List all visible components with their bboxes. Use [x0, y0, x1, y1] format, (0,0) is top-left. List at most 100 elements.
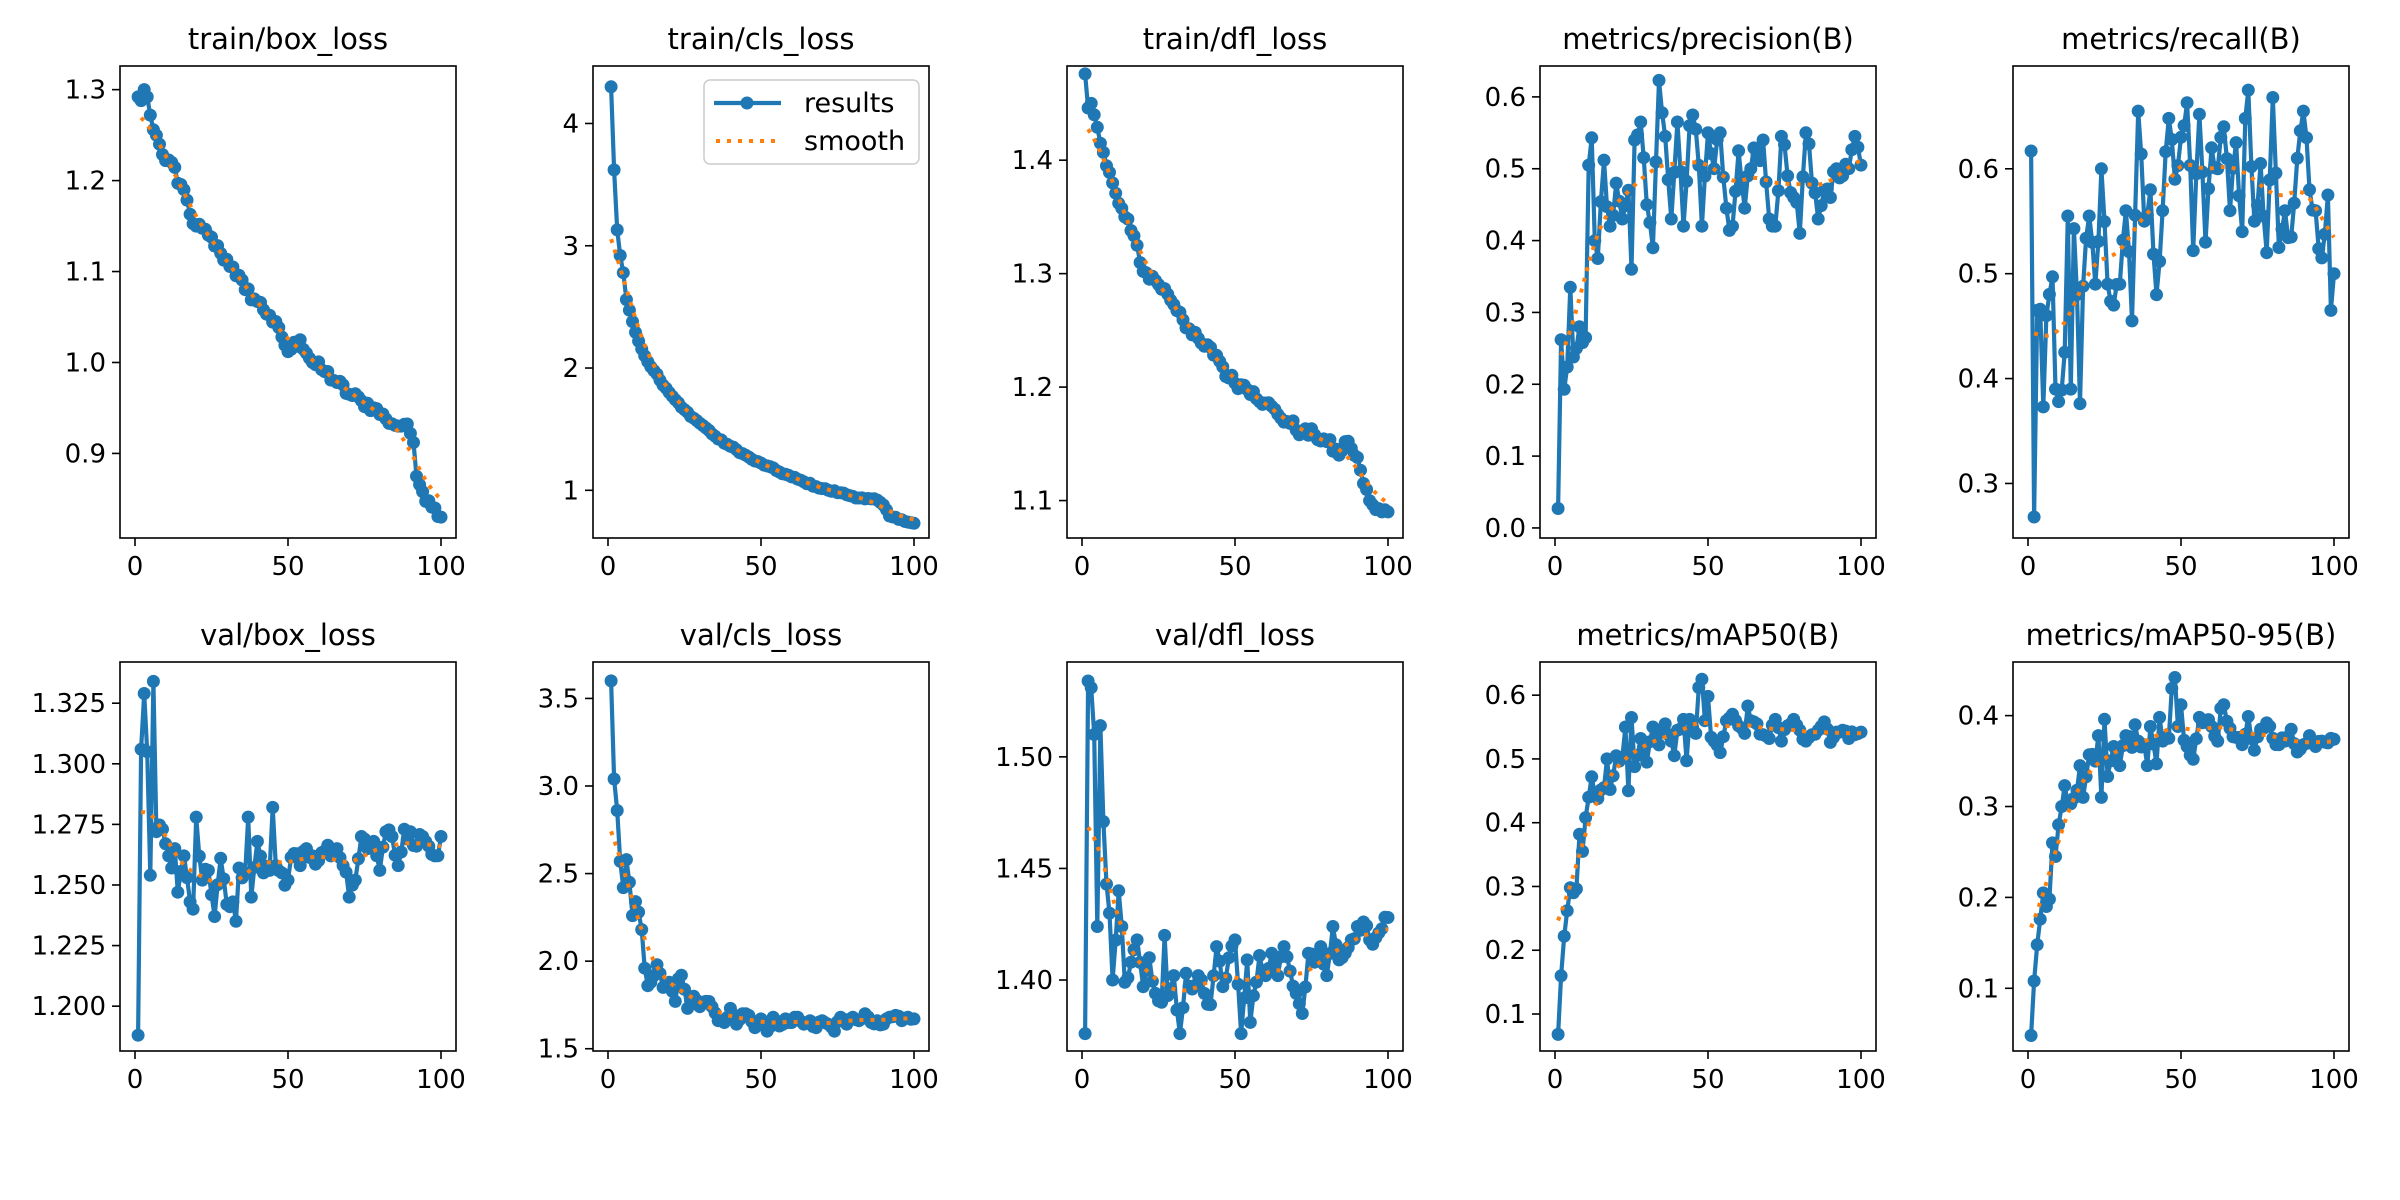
results-point: [146, 674, 160, 688]
results-point: [2046, 836, 2059, 850]
y-tick-label: 2.0: [538, 947, 579, 977]
results-point: [2318, 227, 2332, 241]
results-point: [1689, 726, 1703, 740]
x-tick-label: 50: [2164, 1065, 2197, 1095]
results-point: [1790, 195, 1804, 209]
legend-smooth-label: smooth: [804, 126, 905, 157]
y-tick-label: 0.6: [1958, 155, 1999, 185]
results-point: [1560, 360, 1574, 374]
y-tick-label: 0.1: [1958, 974, 1999, 1004]
results-point: [1106, 973, 1120, 987]
results-point: [2238, 111, 2252, 125]
results-point: [2143, 720, 2157, 733]
y-tick-label: 4: [562, 109, 579, 139]
smooth-line: [139, 116, 443, 501]
results-point: [1164, 982, 1178, 996]
results-point: [1253, 949, 1266, 962]
results-point: [205, 888, 218, 902]
results-point: [434, 510, 448, 524]
results-point: [632, 905, 646, 919]
results-point: [171, 885, 185, 899]
results-point: [1231, 977, 1245, 991]
results-point: [2235, 738, 2249, 752]
results-point: [2241, 710, 2255, 723]
smooth-line: [609, 830, 914, 1026]
results-point: [1087, 108, 1101, 122]
results-point: [2241, 83, 2255, 97]
results-point: [1726, 219, 1739, 233]
results-point: [2098, 712, 2111, 726]
x-tick-label: 0: [1074, 1065, 1091, 1095]
results-point: [1603, 219, 1617, 233]
results-point: [1848, 129, 1862, 143]
results-point: [1738, 201, 1752, 215]
results-point: [1628, 760, 1642, 774]
results-point: [201, 863, 215, 877]
results-point: [1292, 997, 1306, 1011]
results-point: [2189, 732, 2203, 746]
x-tick-label: 50: [2164, 552, 2197, 582]
results-point: [2254, 157, 2268, 170]
panel-metrics-precision-b-: metrics/precision(B) 0 50 100 0.0 0.1 0.2 0.3 0.…: [1485, 22, 1886, 582]
results-point: [2315, 251, 2329, 265]
results-point: [373, 863, 387, 877]
y-tick-label: 2: [562, 354, 579, 384]
y-tick-label: 1.200: [32, 992, 106, 1022]
results-point: [2168, 172, 2182, 186]
results-point: [1680, 754, 1694, 768]
results-point: [1658, 129, 1672, 143]
results-point: [1084, 681, 1098, 695]
results-point: [2150, 757, 2163, 771]
results-point: [177, 849, 191, 863]
results-point: [2064, 382, 2078, 396]
panel-title: train/box_loss: [188, 22, 388, 56]
y-tick-label: 0.2: [1958, 883, 1999, 913]
results-point: [2217, 120, 2231, 134]
results-point: [1680, 174, 1694, 188]
results-point: [1646, 241, 1660, 255]
results-point: [1295, 1007, 1309, 1020]
results-point: [1329, 938, 1343, 952]
panel-metrics-map50-b-: metrics/mAP50(B) 0 50 100 0.1 0.2 0.3 0.4 0.5 0.6: [1485, 618, 1886, 1095]
results-point: [1277, 940, 1291, 954]
results-point: [143, 108, 157, 122]
results-point: [1774, 734, 1788, 748]
results-point: [2162, 111, 2176, 125]
results-point: [1793, 226, 1807, 240]
y-tick-label: 0.5: [1485, 745, 1526, 775]
y-tick-label: 1.3: [65, 76, 106, 106]
results-point: [2211, 734, 2225, 748]
y-tick-label: 1.250: [32, 871, 106, 901]
results-point: [1615, 751, 1629, 765]
results-point: [2042, 287, 2056, 301]
plot-area: [131, 83, 448, 524]
results-point: [2073, 397, 2087, 411]
results-point: [1317, 957, 1331, 971]
results-point: [1753, 154, 1767, 168]
results-point: [2122, 245, 2136, 259]
results-point: [1667, 749, 1681, 763]
results-point: [1655, 106, 1669, 120]
results-point: [1090, 920, 1104, 933]
results-point: [2049, 850, 2062, 863]
results-point: [2024, 1029, 2038, 1042]
results-point: [2214, 130, 2228, 144]
results-point: [1228, 933, 1242, 947]
y-tick-label: 1.0: [65, 348, 106, 378]
x-tick-label: 100: [1836, 552, 1886, 582]
results-point: [1811, 212, 1825, 226]
x-tick-label: 50: [1218, 552, 1251, 582]
results-point: [1802, 137, 1816, 151]
results-point: [2180, 96, 2194, 110]
results-point: [1167, 969, 1181, 983]
results-point: [610, 223, 624, 237]
results-point: [2156, 204, 2170, 218]
results-point: [2042, 892, 2056, 906]
results-point: [1615, 212, 1629, 226]
y-tick-label: 0.4: [1485, 227, 1526, 257]
smooth-line: [140, 810, 442, 887]
x-tick-label: 0: [1547, 1065, 1564, 1095]
results-point: [2134, 147, 2148, 161]
results-point: [1823, 191, 1837, 204]
